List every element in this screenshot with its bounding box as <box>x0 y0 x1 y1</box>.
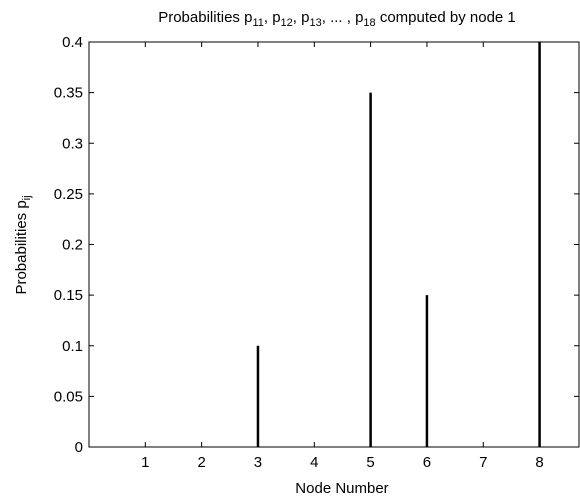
y-tick-label: 0.2 <box>62 237 83 254</box>
x-tick-label: 8 <box>535 454 543 471</box>
y-axis-label: Probabilities pij <box>13 195 33 294</box>
x-tick-label: 1 <box>141 454 149 471</box>
y-tick-label: 0.4 <box>62 34 83 51</box>
x-axis-ticks: 1 2 3 4 5 6 7 8 <box>141 42 544 471</box>
bars <box>256 42 541 447</box>
x-tick-label: 4 <box>310 454 318 471</box>
x-axis-label: Node Number <box>295 480 388 497</box>
x-tick-label: 2 <box>197 454 205 471</box>
x-tick-label: 7 <box>479 454 487 471</box>
y-tick-label: 0.35 <box>54 85 83 102</box>
y-tick-label: 0.3 <box>62 135 83 152</box>
y-axis-ticks: 0 0.05 0.1 0.15 0.2 0.25 0.3 0.35 0.4 <box>54 34 579 456</box>
x-tick-label: 6 <box>423 454 431 471</box>
chart-title: Probabilities p11, p12, p13, ... , p18 c… <box>158 9 516 29</box>
y-tick-label: 0.05 <box>54 388 83 405</box>
x-tick-label: 3 <box>254 454 262 471</box>
y-tick-label: 0.25 <box>54 186 83 203</box>
y-tick-label: 0.1 <box>62 338 83 355</box>
x-tick-label: 5 <box>366 454 374 471</box>
y-tick-label: 0 <box>75 439 83 456</box>
y-tick-label: 0.15 <box>54 287 83 304</box>
plot-frame <box>88 41 580 448</box>
